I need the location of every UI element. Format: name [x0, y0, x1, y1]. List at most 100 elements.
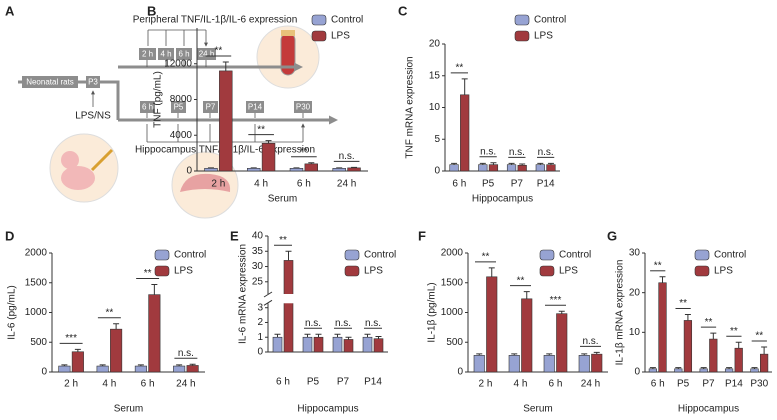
ticks: [146, 60, 207, 67]
axis-break: [263, 291, 273, 306]
x-tick-label: 24 h: [337, 179, 356, 190]
legend-label: Control: [534, 15, 566, 26]
diagram: A Peripheral TNF/IL-1β/IL-6 expression 2…: [5, 3, 338, 219]
error-bar: [74, 348, 81, 352]
x-tick-label: 24 h: [176, 379, 195, 390]
x-tick-label: 2 h: [211, 179, 225, 190]
sig-label: **: [482, 252, 490, 263]
legend-swatch: [694, 265, 710, 277]
bar: [71, 351, 84, 373]
time-box: [246, 101, 264, 113]
y-axis-label: IL-6 (pg/mL): [7, 285, 18, 339]
y-tick-label: 40: [252, 231, 264, 242]
legend-swatch: [154, 249, 170, 261]
error-bar: [375, 335, 382, 339]
bar: [134, 365, 147, 373]
p3-label: P3: [88, 78, 98, 87]
bar: [734, 347, 743, 373]
y-tick-label: 0: [257, 347, 263, 358]
sig-label: **: [300, 146, 308, 157]
error-bar: [137, 364, 144, 367]
x-tick-label: P7: [337, 377, 350, 388]
error-bar: [479, 162, 486, 165]
bar: [343, 339, 354, 353]
x-axis-label: Serum: [523, 404, 552, 415]
time-label: 6 h: [178, 50, 189, 59]
x-tick-label: P5: [677, 379, 690, 390]
x-tick-label: P7: [511, 179, 524, 190]
legend-swatch: [539, 265, 555, 277]
bar: [58, 365, 71, 373]
panel-letter: E: [230, 228, 239, 243]
bar: [486, 276, 498, 373]
time-box: [176, 48, 192, 60]
error-bar: [99, 364, 106, 367]
error-bar: [308, 162, 315, 164]
bar: [759, 353, 769, 373]
sig-label: **: [654, 260, 662, 271]
sig-label: **: [455, 63, 463, 74]
error-bar: [488, 267, 495, 277]
time-box: [140, 101, 155, 113]
bracket-arrows: [146, 124, 303, 142]
sig-label: **: [144, 268, 152, 279]
bar: [204, 168, 218, 172]
error-bar: [735, 341, 742, 349]
bar: [373, 338, 384, 353]
y-tick-label: 1500: [441, 277, 464, 288]
sig-label: ***: [65, 333, 77, 344]
x-tick-label: 2 h: [64, 379, 78, 390]
bar: [709, 338, 718, 373]
time-label: P7: [206, 103, 216, 112]
legend-swatch: [694, 249, 710, 261]
error-bar: [675, 367, 682, 369]
sig-label: n.s.: [509, 147, 525, 158]
y-tick-label: 35: [252, 246, 264, 257]
bar: [460, 94, 470, 172]
error-bar: [451, 162, 458, 165]
y-tick-label: 20: [429, 39, 441, 50]
bar: [521, 298, 533, 373]
y-tick-label: 0: [634, 367, 640, 378]
x-tick-label: 6 h: [141, 379, 155, 390]
x-tick-label: 6 h: [452, 179, 466, 190]
sig-label: **: [679, 298, 687, 309]
error-bar: [726, 367, 733, 369]
legend-label: Control: [331, 15, 363, 26]
x-axis-label: Hippocampus: [678, 404, 739, 415]
legend-label: LPS: [534, 31, 553, 42]
bar: [247, 168, 261, 172]
time-label: 2 h: [142, 50, 153, 59]
x-tick-label: 6 h: [651, 379, 665, 390]
legend-swatch: [311, 30, 327, 42]
bar: [473, 355, 485, 373]
x-tick-label: 4 h: [102, 379, 116, 390]
error-bar: [151, 284, 158, 295]
error-bar: [265, 140, 272, 144]
bar: [96, 365, 109, 373]
error-bar: [547, 162, 554, 165]
error-bar: [189, 363, 196, 366]
error-bar: [176, 364, 183, 367]
y-tick-label: 2000: [441, 248, 464, 259]
bar: [546, 164, 556, 172]
legend-label: LPS: [331, 31, 350, 42]
legend-swatch: [539, 249, 555, 261]
time-box: [294, 101, 312, 113]
x-tick-label: 2 h: [479, 379, 493, 390]
x-tick-label: P7: [702, 379, 715, 390]
error-bar: [334, 333, 341, 338]
sig-label: ***: [550, 295, 562, 306]
panel-letter: B: [147, 3, 156, 18]
legend-label: LPS: [364, 266, 383, 277]
time-box: [203, 101, 218, 113]
sig-label: **: [517, 275, 525, 286]
y-tick-label: 5: [434, 134, 440, 145]
sig-label: n.s.: [178, 348, 194, 359]
x-tick-label: 6 h: [549, 379, 563, 390]
y-axis-label: IL-6 mRNA expression: [238, 244, 249, 344]
y-tick-label: 1: [257, 332, 263, 343]
x-tick-label: P30: [750, 379, 768, 390]
legend-swatch: [514, 14, 530, 26]
y-tick-label: 4000: [170, 130, 193, 141]
